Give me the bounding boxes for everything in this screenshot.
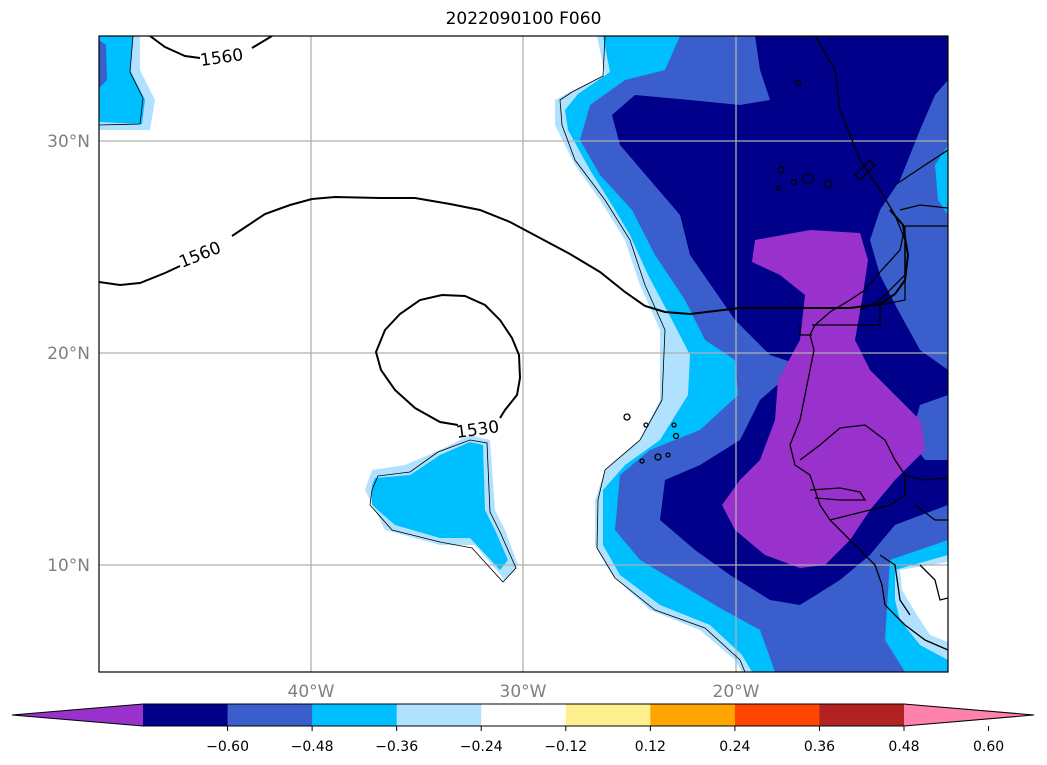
colorbar-box [734, 704, 820, 726]
map-title: 2022090100 F060 [445, 9, 602, 29]
lat-label-10n: 10°N [47, 556, 90, 576]
colorbar-extend-high [904, 704, 1034, 726]
border-12 [894, 149, 948, 186]
island-canary-1 [777, 166, 785, 174]
colorbar-outline [11, 703, 1035, 727]
colorbar-box [312, 704, 398, 726]
colorbar: −0.60 −0.48 −0.36 −0.24 −0.12 0.12 0.24 0.36 0.4… [11, 703, 1035, 755]
fill-blob-sky [372, 442, 508, 570]
colorbar-tick-label: 0.36 [804, 739, 835, 755]
lon-label-40w: 40°W [288, 682, 335, 702]
contour-1560-main [99, 195, 910, 316]
gridlines [99, 36, 948, 672]
contour-label-main: 1560 [176, 238, 224, 273]
colorbar-tick-label: 0.12 [635, 739, 666, 755]
border-4 [799, 424, 906, 521]
island-cv-6 [654, 453, 662, 461]
colorbar-tick-label: 0.24 [719, 739, 750, 755]
lat-label-20n: 20°N [47, 344, 90, 364]
colorbar-tick-label: 0.60 [973, 739, 1004, 755]
outline-blob [369, 439, 517, 583]
coastlines [623, 36, 948, 651]
border-9 [919, 564, 948, 601]
fill-east-purple [722, 230, 925, 568]
island-cv-2 [643, 422, 649, 428]
border-8 [879, 554, 911, 616]
island-cv-1 [623, 413, 631, 421]
colorbar-box [565, 704, 651, 726]
colorbar-tick-label: −0.36 [375, 739, 418, 755]
colorbar-tick-label: −0.60 [206, 739, 249, 755]
filled-anomaly-field [99, 36, 948, 672]
colorbar-tick-label: −0.48 [291, 739, 334, 755]
lon-label-20w: 20°W [713, 682, 760, 702]
border-6 [904, 474, 948, 481]
field-outlines [99, 36, 746, 672]
colorbar-tick-label: 0.48 [888, 739, 919, 755]
contour-label-loop: 1530 [455, 417, 501, 443]
colorbar-tick-label: −0.24 [460, 739, 503, 755]
border-3 [799, 325, 812, 336]
colorbar-box [819, 704, 905, 726]
fill-nw-royal [99, 40, 107, 88]
outline-nw [99, 36, 144, 126]
island-cv-3 [671, 422, 677, 428]
contour-1530-loop [374, 293, 522, 426]
island-madeira [794, 79, 802, 87]
island-canary-4 [823, 179, 833, 189]
border-10 [854, 159, 876, 181]
plot-frame [98, 35, 949, 673]
coast-africa [789, 225, 948, 651]
fill-nw-sky [99, 36, 145, 124]
border-7 [914, 504, 948, 521]
lon-label-30w: 30°W [500, 682, 547, 702]
island-cv-5 [639, 458, 645, 464]
island-cv-4 [672, 432, 680, 440]
colorbar-extend-low [12, 704, 143, 726]
colorbar-box [481, 704, 567, 726]
border-11 [899, 204, 948, 211]
island-canary-5 [775, 185, 781, 191]
outline-east [559, 36, 746, 672]
lat-label-30n: 30°N [47, 132, 90, 152]
colorbar-box [143, 704, 229, 726]
colorbar-box [650, 704, 736, 726]
island-canary-2 [790, 178, 798, 186]
colorbar-tick-label: −0.12 [544, 739, 587, 755]
fill-east-royal-strip [940, 280, 948, 360]
border-2 [814, 36, 906, 311]
colorbar-box [396, 704, 482, 726]
island-canary-3 [802, 173, 814, 185]
border-5 [809, 487, 867, 501]
contour-label-nw: 1560 [199, 45, 245, 71]
fill-east-sky-pocket [935, 145, 948, 215]
height-contours [99, 36, 910, 426]
island-cv-7 [665, 452, 671, 458]
contour-1560-nw [149, 36, 273, 59]
colorbar-box [227, 704, 313, 726]
